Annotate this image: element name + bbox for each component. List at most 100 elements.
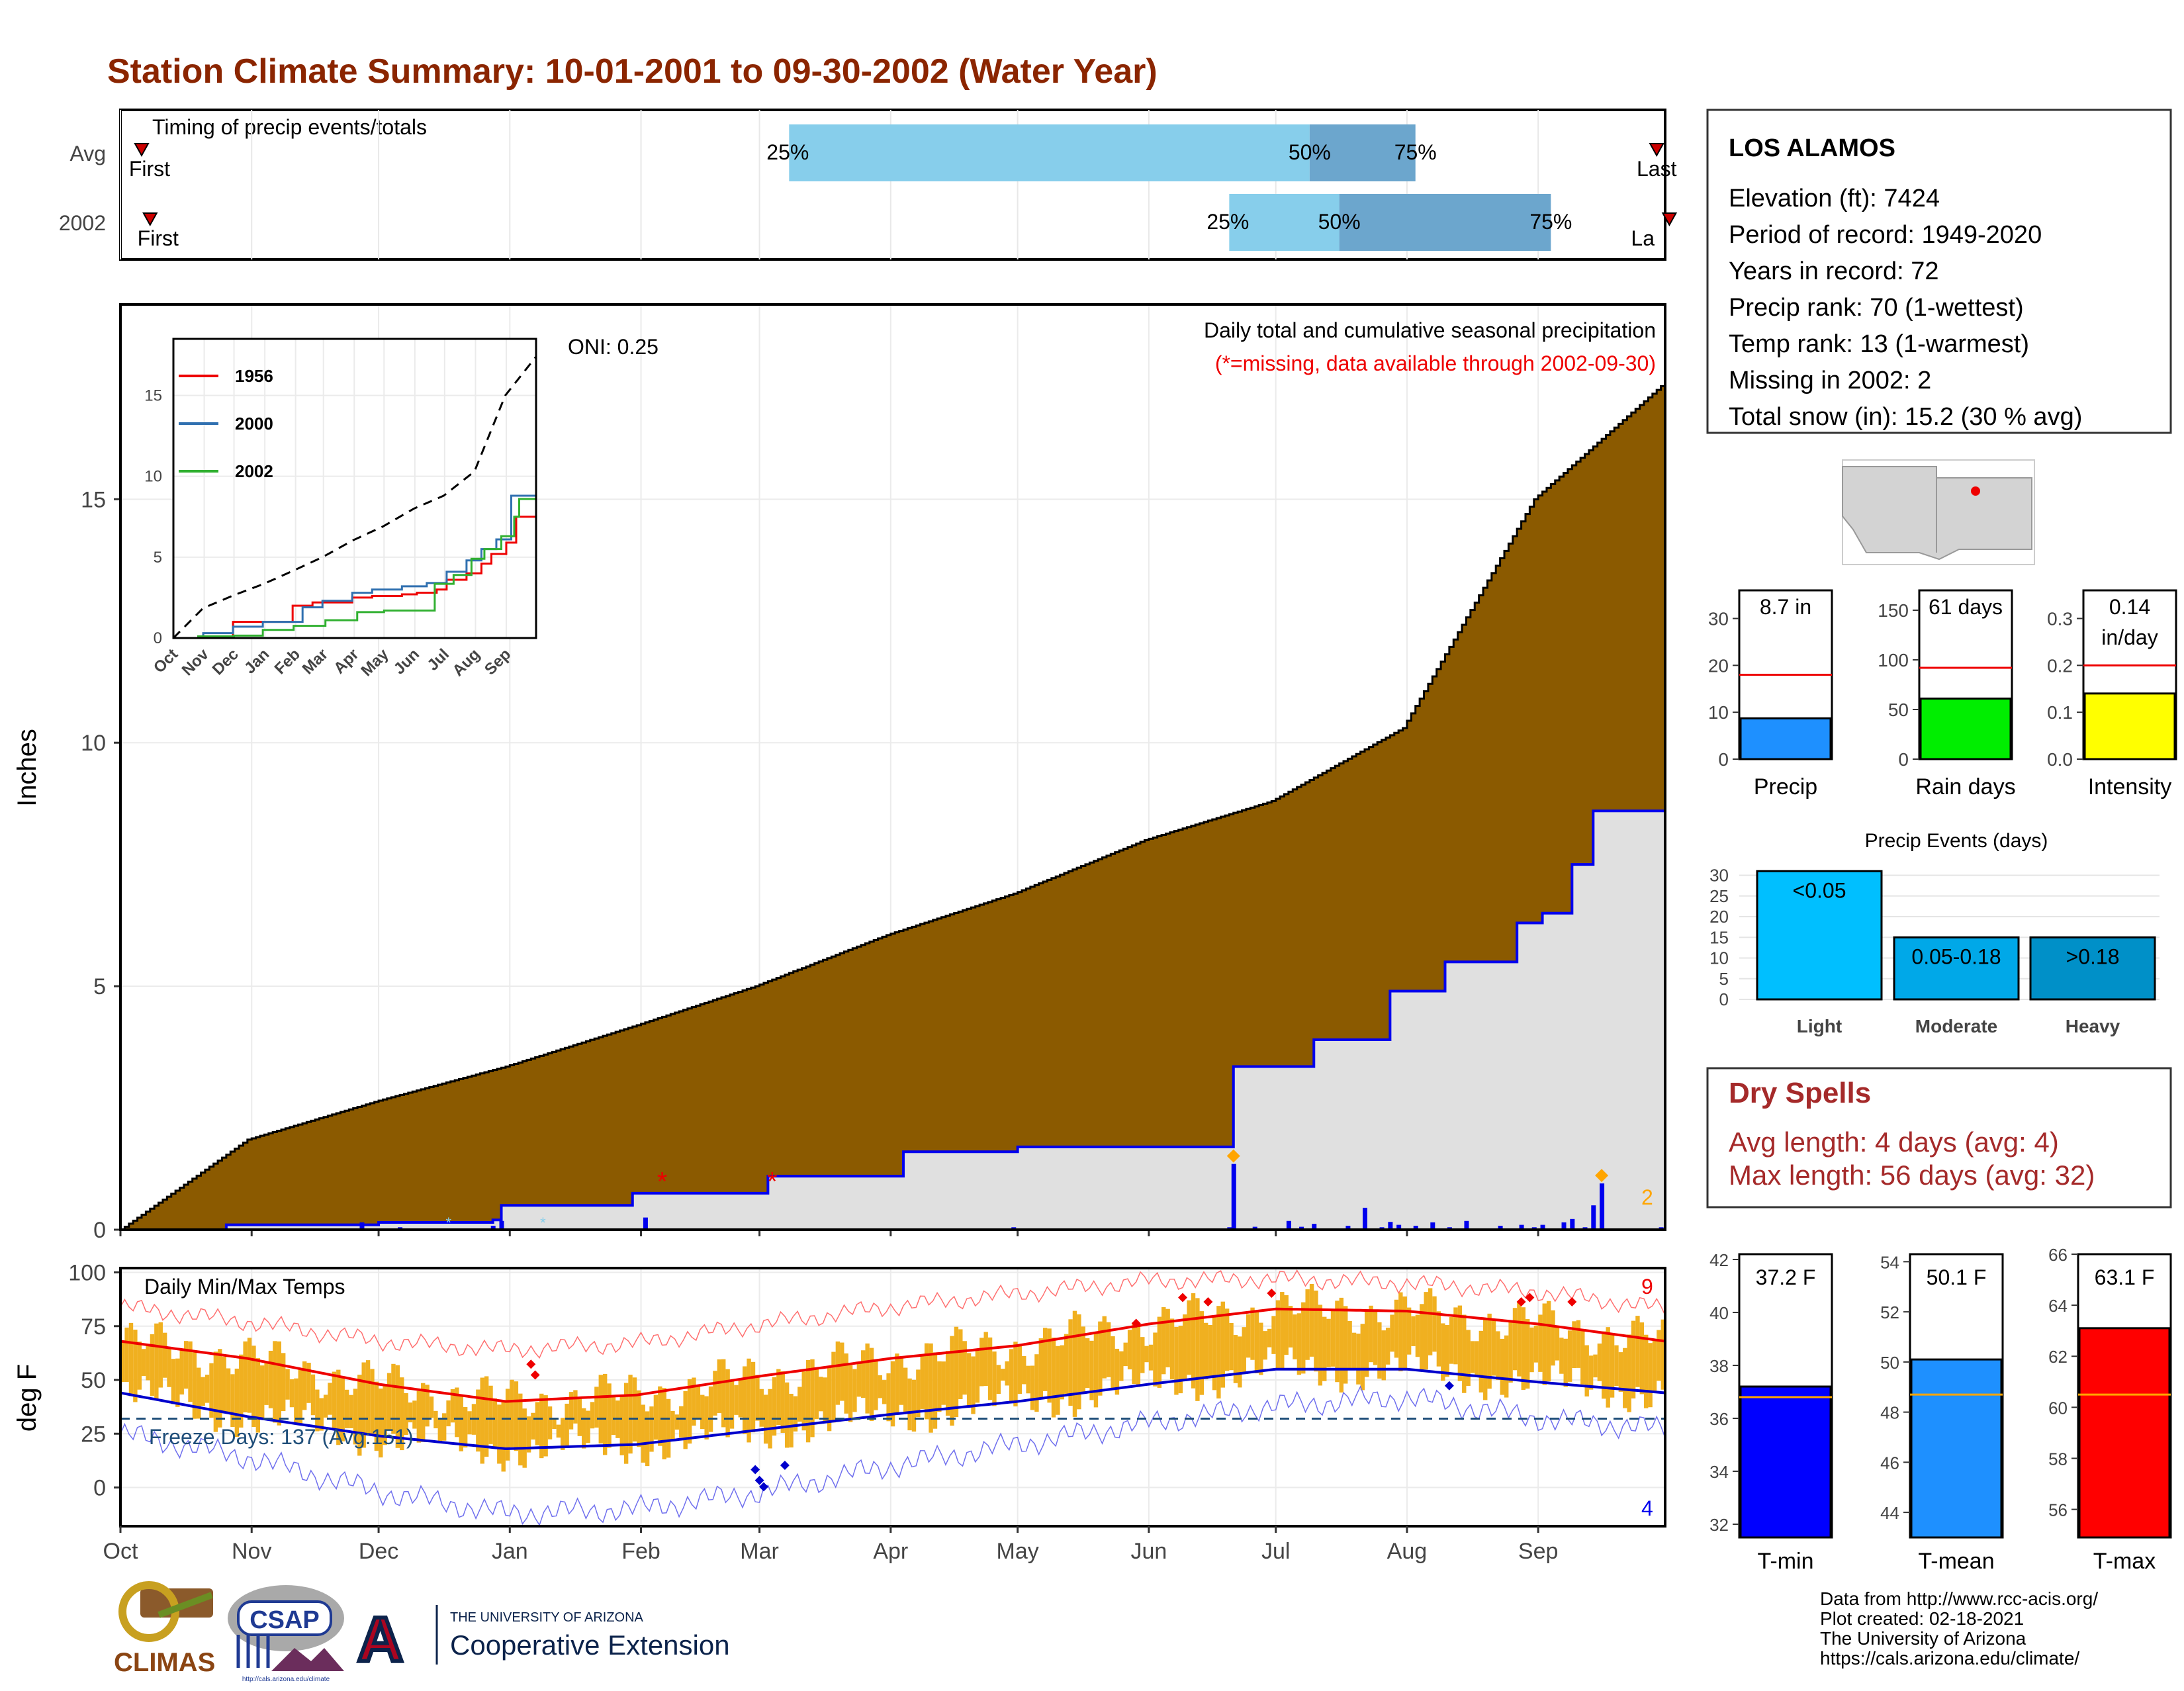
daily-temp-bar [1406, 1307, 1412, 1355]
daily-temp-bar [120, 1341, 125, 1383]
daily-temp-bar [789, 1393, 794, 1448]
daily-temp-bar [476, 1389, 480, 1452]
summary-bars: 8.7 in 0 10 20 30 Precip 61 days 0 50 100 150 Rain … [1708, 589, 2177, 800]
daily-temp-bar [1216, 1306, 1221, 1399]
daily-temp-bar [916, 1369, 921, 1418]
daily-temp-bar [1043, 1328, 1048, 1391]
daily-precip-bar [1413, 1226, 1418, 1230]
daily-temp-bar [273, 1341, 277, 1423]
daily-temp-bar [937, 1361, 942, 1412]
inset-legend-label: 1956 [235, 366, 273, 386]
timing-p75-label: 75% [1394, 140, 1437, 164]
timing-bar-25-50 [789, 124, 1310, 181]
daily-temp-bar [1614, 1345, 1619, 1387]
daily-temp-bar [848, 1365, 853, 1422]
tsummary-ytick-label: 50 [1880, 1353, 1899, 1373]
tsummary-ytick-label: 40 [1709, 1303, 1729, 1323]
daily-temp-bar [911, 1379, 917, 1432]
daily-temp-bar [713, 1371, 717, 1416]
daily-temp-bar [950, 1336, 954, 1426]
record-high-marker [1178, 1293, 1188, 1303]
daily-temp-bar [437, 1418, 442, 1443]
daily-temp-bar [607, 1383, 612, 1448]
daily-temp-bar [763, 1394, 768, 1444]
daily-temp-bar [700, 1394, 705, 1429]
daily-temp-bar [1597, 1344, 1602, 1381]
daily-temp-bar [590, 1402, 595, 1429]
precip-ytick-label: 0 [93, 1218, 106, 1243]
daily-temp-bar [1411, 1316, 1416, 1346]
daily-temp-bar [878, 1375, 883, 1398]
tmax-average-line [120, 1307, 1666, 1403]
record-high-marker [526, 1359, 536, 1369]
daily-temp-bar [488, 1385, 493, 1444]
daily-temp-bar [1635, 1316, 1640, 1387]
daily-temp-bar [1017, 1345, 1023, 1394]
daily-temp-bar [577, 1398, 582, 1436]
inset-ytick-label: 15 [144, 387, 162, 405]
temp-ytick-label: 25 [81, 1422, 106, 1447]
daily-temp-bar [1415, 1314, 1420, 1357]
footer-line: Data from http://www.rcc-acis.org/ [1820, 1588, 2098, 1609]
summary-ytick-label: 10 [1708, 702, 1729, 723]
daily-temp-bar [759, 1389, 764, 1427]
daily-temp-bar [1576, 1320, 1581, 1368]
timing-p25-label: 25% [766, 140, 809, 164]
tsummary-ytick-label: 34 [1709, 1462, 1729, 1482]
daily-temp-bar [1369, 1305, 1373, 1363]
daily-temp-bar [510, 1379, 514, 1447]
daily-precip-bar [643, 1217, 648, 1230]
daily-temp-bar [801, 1371, 806, 1431]
daily-temp-bar [920, 1353, 925, 1409]
daily-temp-bar [598, 1375, 603, 1444]
max-precip-marker [1595, 1169, 1609, 1183]
daily-temp-bar [1191, 1293, 1196, 1389]
daily-temp-bar [188, 1341, 193, 1402]
daily-temp-bar [1085, 1338, 1090, 1389]
daily-temp-bar [531, 1412, 535, 1440]
daily-precip-bar [1388, 1222, 1393, 1230]
daily-temp-bar [467, 1411, 472, 1435]
summary-category-label: Rain days [1915, 774, 2015, 800]
daily-temp-bar [1424, 1292, 1428, 1370]
month-label: Aug [1387, 1539, 1428, 1564]
footer-line: https://cals.arizona.edu/climate/ [1820, 1648, 2079, 1668]
daily-temp-bar [218, 1349, 222, 1428]
inset-series-2002 [173, 497, 537, 639]
daily-temp-bar [1602, 1331, 1606, 1399]
daily-precip-bar [490, 1226, 496, 1230]
daily-temp-bar [565, 1403, 569, 1446]
daily-precip-bar [1561, 1222, 1567, 1230]
daily-temp-bar [1347, 1320, 1352, 1369]
daily-temp-bar [747, 1358, 751, 1443]
daily-precip-bar [1430, 1222, 1435, 1230]
daily-temp-bar [895, 1353, 899, 1415]
daily-temp-bar [1314, 1291, 1318, 1372]
daily-precip-bar [1286, 1220, 1291, 1230]
tsummary-ytick-label: 62 [2048, 1347, 2068, 1367]
daily-temp-bar [658, 1386, 662, 1446]
daily-temp-bar [450, 1389, 455, 1423]
daily-temp-bar [268, 1350, 273, 1408]
daily-temp-bar [1657, 1330, 1661, 1381]
daily-temp-bar [1402, 1296, 1407, 1371]
daily-temp-bar [1242, 1327, 1246, 1373]
daily-temp-bar [819, 1377, 823, 1412]
daily-temp-bar [539, 1393, 544, 1459]
daily-temp-bar [209, 1363, 214, 1418]
daily-temp-bar [226, 1368, 231, 1412]
daily-temp-bar [1648, 1343, 1653, 1408]
daily-temp-bar [492, 1398, 498, 1447]
record-low-marker [1444, 1381, 1454, 1391]
daily-temp-bar [653, 1394, 659, 1440]
daily-temp-bar [602, 1373, 608, 1455]
daily-temp-bar [1390, 1314, 1394, 1352]
daily-temp-bar [1009, 1349, 1014, 1402]
dry-spells-max: Max length: 56 days (avg: 32) [1729, 1160, 2095, 1191]
daily-temp-bar [810, 1359, 815, 1438]
daily-temp-bar [1351, 1332, 1357, 1370]
daily-temp-bar [1208, 1324, 1212, 1377]
daily-temp-bar [1529, 1327, 1534, 1373]
daily-temp-bar [1584, 1345, 1589, 1396]
